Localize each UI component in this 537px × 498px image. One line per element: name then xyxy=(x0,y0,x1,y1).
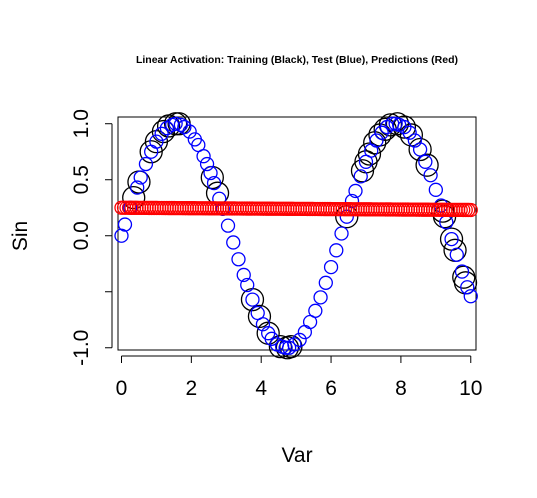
test-point xyxy=(117,217,133,232)
x-tick-label: 8 xyxy=(395,377,407,400)
x-axis: 0 2 4 6 8 10 xyxy=(116,355,482,400)
y-tick-label: -1.0 xyxy=(70,330,93,366)
test-point xyxy=(454,264,470,279)
test-point xyxy=(177,119,192,135)
training-point xyxy=(122,186,146,210)
test-point xyxy=(423,168,438,183)
test-point xyxy=(369,133,384,148)
series-test xyxy=(114,116,478,355)
test-point xyxy=(245,292,260,307)
test-point xyxy=(226,235,241,250)
y-tick-label: 0.0 xyxy=(70,221,93,250)
test-point xyxy=(149,134,164,149)
test-point xyxy=(231,252,246,267)
test-point xyxy=(168,116,183,131)
test-point xyxy=(196,149,211,164)
x-tick-label: 0 xyxy=(116,377,128,400)
test-point xyxy=(407,133,423,148)
y-axis: 1.0 0.5 0.0 -1.0 xyxy=(70,109,113,366)
test-point xyxy=(313,290,328,305)
test-point xyxy=(397,119,412,135)
test-point xyxy=(308,303,323,318)
chart-title: Linear Activation: Training (Black), Tes… xyxy=(136,54,458,66)
test-point xyxy=(220,218,236,233)
test-point xyxy=(463,289,478,304)
test-point xyxy=(334,226,349,241)
test-point xyxy=(138,156,154,172)
test-point xyxy=(182,124,197,139)
test-point xyxy=(329,243,344,258)
test-point xyxy=(236,267,251,283)
test-point xyxy=(133,170,148,185)
series-predictions xyxy=(114,200,478,218)
test-point xyxy=(318,275,333,290)
y-tick-label: 0.5 xyxy=(70,165,93,194)
test-point xyxy=(460,280,475,295)
test-point xyxy=(154,126,169,141)
x-axis-label: Var xyxy=(281,444,312,467)
x-tick-label: 6 xyxy=(325,377,337,400)
test-point xyxy=(255,317,271,332)
test-point xyxy=(278,340,293,355)
test-point xyxy=(323,259,339,275)
test-point xyxy=(206,175,222,191)
test-point xyxy=(264,331,279,346)
y-axis-label: Sin xyxy=(9,221,32,251)
y-tick-label: 1.0 xyxy=(70,109,93,138)
test-point xyxy=(402,125,417,140)
test-point xyxy=(449,247,464,262)
test-point xyxy=(287,337,302,352)
test-point xyxy=(412,142,428,157)
test-point xyxy=(428,182,443,197)
training-point xyxy=(357,142,382,166)
x-tick-label: 10 xyxy=(459,377,482,400)
training-point xyxy=(350,159,375,183)
test-point xyxy=(199,156,215,172)
x-tick-label: 4 xyxy=(255,377,267,400)
test-point xyxy=(292,332,307,348)
test-point xyxy=(348,183,363,199)
series-training xyxy=(122,112,478,360)
test-point xyxy=(130,180,145,195)
predictions-point xyxy=(463,202,478,218)
test-point xyxy=(418,154,433,169)
test-point xyxy=(374,125,389,140)
training-point xyxy=(439,227,464,251)
test-point xyxy=(240,277,255,293)
plot-frame xyxy=(117,116,477,351)
training-point xyxy=(415,153,439,177)
x-tick-label: 2 xyxy=(186,377,198,400)
test-point xyxy=(203,165,218,181)
training-point xyxy=(408,137,432,162)
test-point xyxy=(353,169,368,184)
test-point xyxy=(444,231,459,247)
